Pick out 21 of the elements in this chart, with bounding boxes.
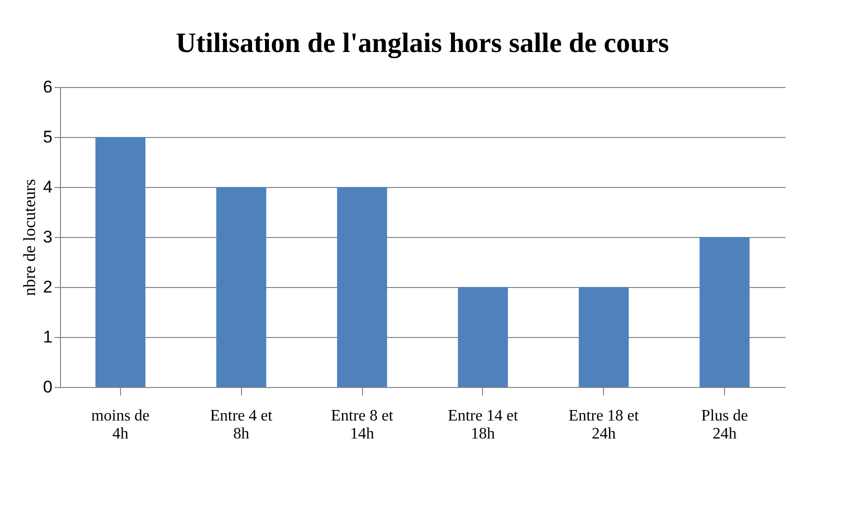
bar — [216, 187, 266, 387]
y-tick-label: 0 — [43, 378, 52, 396]
bar — [337, 187, 388, 387]
y-tick-label: 4 — [43, 178, 52, 196]
x-tick-label: moins de 4h — [91, 408, 150, 442]
y-tick-label: 3 — [43, 228, 52, 246]
x-tick-label: Entre 4 et 8h — [210, 408, 273, 442]
x-tick-label: Entre 14 et 18h — [448, 408, 519, 442]
bar — [458, 287, 508, 387]
y-tick-label: 1 — [43, 328, 52, 346]
x-tick-label: Entre 18 et 24h — [568, 408, 640, 442]
x-tick-label: Plus de 24h — [701, 408, 748, 442]
y-tick-label: 5 — [43, 128, 52, 146]
bar — [95, 137, 146, 387]
bar — [578, 287, 629, 387]
x-tick-label: Entre 8 et 14h — [330, 408, 394, 442]
y-tick-label: 2 — [43, 278, 52, 296]
y-axis-title: nbre de locuteurs — [20, 178, 40, 296]
chart-title: Utilisation de l'anglais hors salle de cours — [176, 28, 670, 59]
bar — [700, 237, 750, 387]
y-tick-label: 6 — [43, 78, 52, 96]
